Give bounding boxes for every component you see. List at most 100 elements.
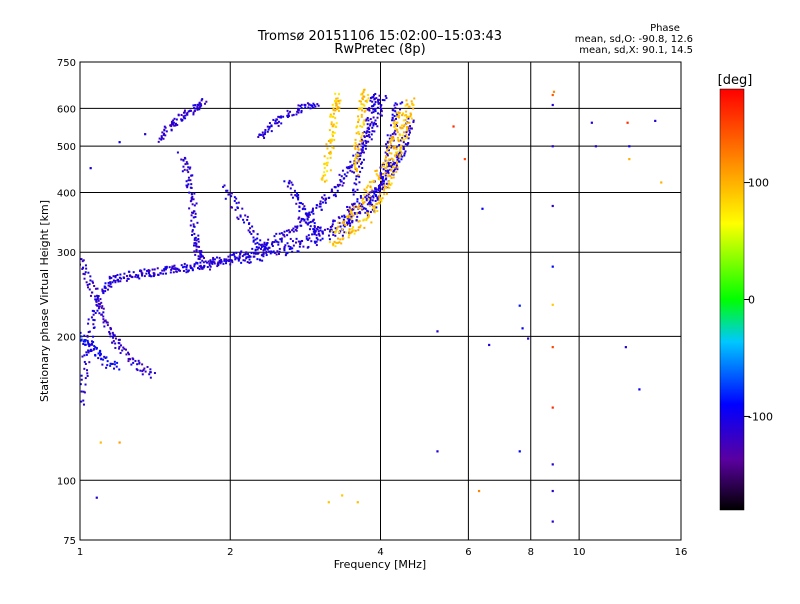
data-point	[247, 229, 250, 232]
data-point	[106, 321, 109, 324]
data-point	[315, 234, 318, 237]
data-point	[383, 189, 386, 192]
data-point	[96, 295, 99, 298]
data-point	[218, 261, 221, 264]
data-point	[256, 237, 259, 240]
data-point	[81, 260, 84, 263]
data-point	[282, 233, 285, 236]
data-point	[218, 259, 221, 262]
data-point	[313, 228, 316, 231]
data-point	[171, 122, 174, 125]
data-point	[97, 357, 100, 360]
data-point	[306, 218, 309, 221]
data-point	[251, 225, 254, 228]
data-point	[95, 347, 98, 350]
data-point	[264, 128, 267, 131]
data-point	[404, 143, 407, 146]
data-point	[397, 139, 400, 142]
data-point	[189, 179, 192, 182]
data-point-isolated	[638, 388, 641, 391]
data-point	[361, 125, 364, 128]
data-point	[297, 104, 300, 107]
data-point	[348, 228, 351, 231]
data-point	[209, 260, 212, 263]
data-point	[347, 236, 350, 239]
data-point	[188, 167, 191, 170]
data-point	[107, 281, 110, 284]
data-point	[394, 133, 397, 136]
data-point	[80, 400, 83, 403]
data-point-isolated	[89, 167, 92, 170]
data-point	[245, 257, 248, 260]
data-point	[171, 265, 174, 268]
data-point	[275, 232, 278, 235]
data-point	[360, 140, 363, 143]
data-point-isolated	[436, 330, 439, 333]
data-point	[372, 208, 375, 211]
data-point	[373, 181, 376, 184]
data-point	[258, 243, 261, 246]
data-point	[303, 219, 306, 222]
data-point	[183, 262, 186, 265]
data-point	[296, 250, 299, 253]
data-point	[200, 254, 203, 257]
data-point	[351, 170, 354, 173]
data-point	[182, 165, 185, 168]
data-point	[355, 126, 358, 129]
data-point	[241, 207, 244, 210]
data-point	[233, 196, 236, 199]
data-point	[321, 178, 324, 181]
data-point	[332, 112, 335, 115]
data-point	[198, 108, 201, 111]
data-point	[76, 259, 78, 261]
data-point	[127, 360, 130, 363]
data-point	[132, 271, 135, 274]
data-point	[375, 169, 378, 172]
data-point	[409, 112, 412, 115]
data-point	[399, 145, 402, 148]
data-point	[181, 170, 184, 173]
data-point	[335, 241, 338, 244]
data-point	[146, 269, 149, 272]
data-point	[379, 166, 382, 169]
data-point	[260, 254, 263, 257]
data-point	[188, 191, 191, 194]
data-point	[277, 115, 280, 118]
data-point	[337, 221, 340, 224]
data-point	[395, 161, 398, 164]
data-point	[404, 119, 407, 122]
data-point	[277, 241, 280, 244]
data-point	[173, 124, 176, 127]
data-point	[270, 130, 273, 133]
data-point	[84, 362, 87, 365]
data-point	[357, 220, 360, 223]
data-point	[86, 369, 89, 372]
data-point	[275, 118, 278, 121]
data-point	[190, 219, 193, 222]
data-point	[334, 193, 337, 196]
data-point	[358, 220, 361, 223]
data-point	[270, 125, 273, 128]
data-point	[120, 344, 123, 347]
data-point	[405, 99, 408, 102]
data-point	[395, 170, 398, 173]
data-point	[376, 112, 379, 115]
data-point	[395, 166, 398, 169]
data-point	[93, 284, 96, 287]
data-point	[213, 262, 216, 265]
data-point	[197, 267, 200, 270]
data-point	[321, 237, 324, 240]
data-point	[165, 130, 168, 133]
data-point	[372, 95, 375, 98]
data-point	[297, 198, 300, 201]
data-point	[384, 166, 387, 169]
data-point	[176, 267, 179, 270]
data-point	[412, 104, 415, 107]
data-point	[97, 302, 100, 305]
data-point	[399, 139, 402, 142]
data-point	[310, 211, 313, 214]
data-point	[262, 255, 265, 258]
data-point	[81, 268, 84, 271]
data-point	[111, 281, 114, 284]
data-point	[118, 345, 121, 348]
